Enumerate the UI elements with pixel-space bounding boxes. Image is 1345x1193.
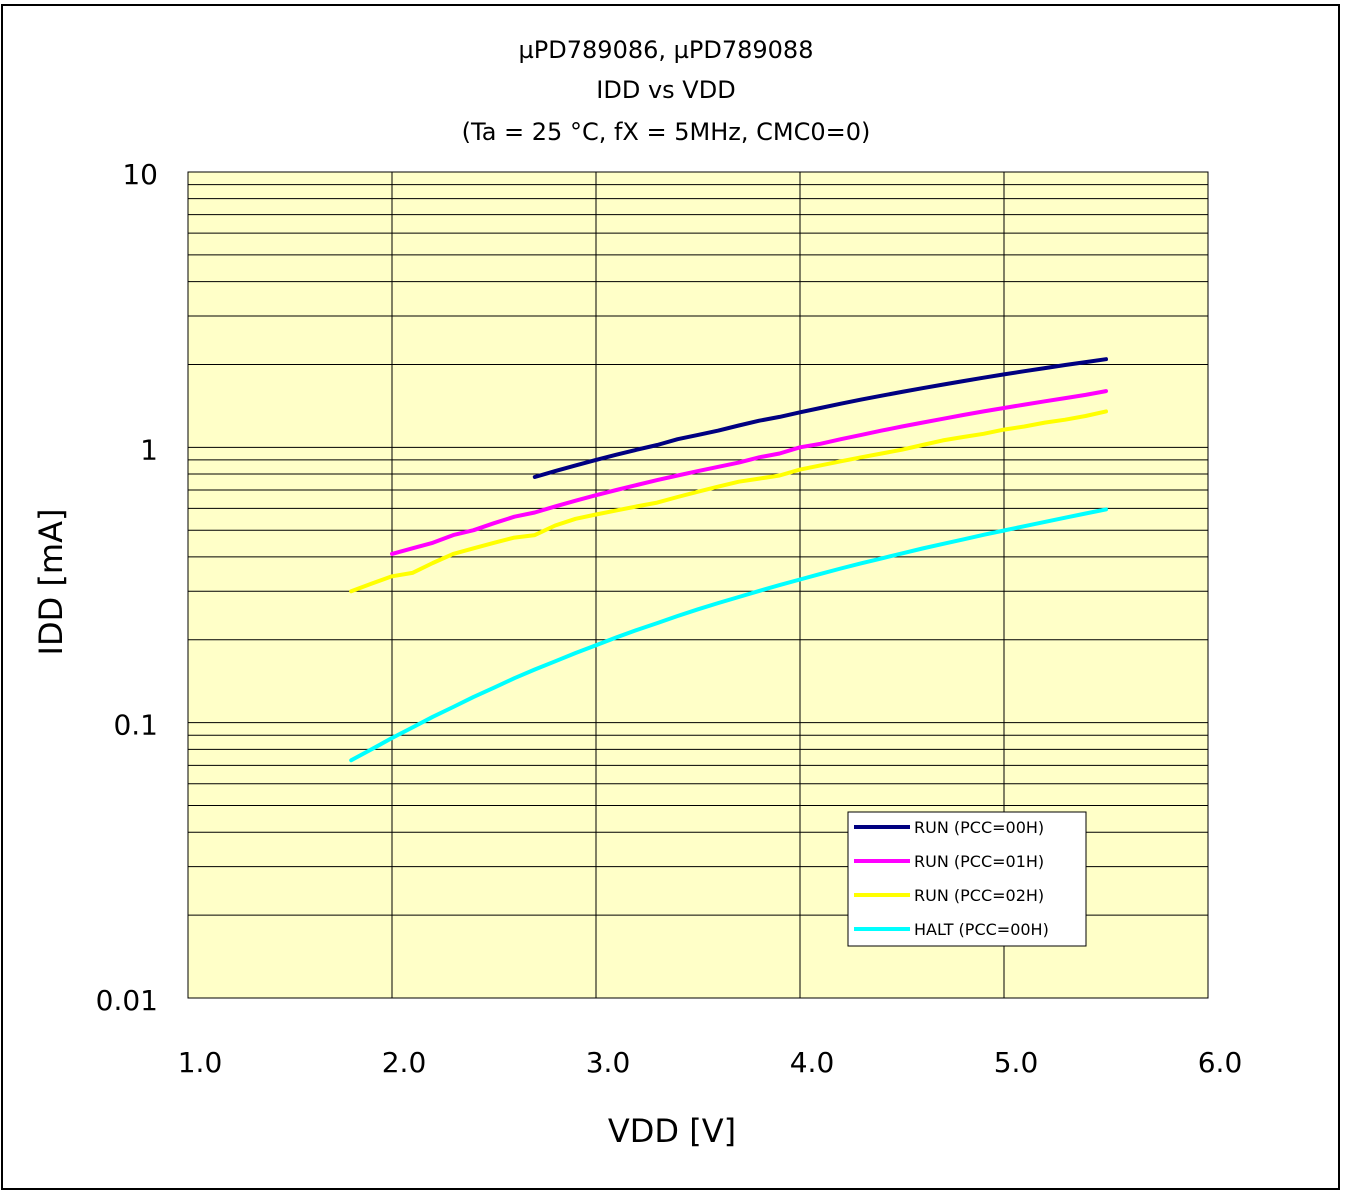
x-tick-label: 6.0 [1198, 1046, 1243, 1079]
y-tick-label: 10 [122, 158, 158, 191]
chart-title: µPD789086, µPD789088 [519, 36, 814, 64]
x-tick-label: 3.0 [586, 1046, 631, 1079]
legend-label: HALT (PCC=00H) [914, 920, 1049, 939]
chart-subtitle: IDD vs VDD [596, 76, 735, 104]
legend-label: RUN (PCC=01H) [914, 852, 1044, 871]
legend-box [847, 811, 1087, 947]
series-layer [349, 357, 1108, 763]
y-axis-label: IDD [mA] [32, 509, 70, 656]
legend-label: RUN (PCC=02H) [914, 886, 1044, 905]
series-line-4 [349, 507, 1108, 763]
series-line-2 [390, 389, 1108, 556]
chart-conditions: (Ta = 25 °C, fX = 5MHz, CMC0=0) [462, 118, 871, 146]
y-tick-label: 0.1 [113, 709, 158, 742]
plot-border [187, 171, 1209, 999]
legend-label: RUN (PCC=00H) [914, 818, 1044, 837]
legend: RUN (PCC=00H) RUN (PCC=01H) RUN (PCC=02H) H… [847, 811, 1087, 947]
series-line-1 [532, 357, 1108, 479]
x-tick-labels: 1.0 2.0 3.0 4.0 5.0 6.0 [178, 1046, 1243, 1079]
x-tick-label: 5.0 [994, 1046, 1039, 1079]
x-tick-label: 2.0 [382, 1046, 427, 1079]
series-line-3 [349, 409, 1108, 594]
x-axis-label: VDD [V] [608, 1112, 736, 1150]
y-tick-label: 0.01 [96, 984, 158, 1017]
y-tick-labels: 0.01 0.1 1 10 [96, 158, 158, 1017]
y-tick-label: 1 [140, 433, 158, 466]
x-tick-label: 1.0 [178, 1046, 223, 1079]
x-tick-label: 4.0 [790, 1046, 835, 1079]
